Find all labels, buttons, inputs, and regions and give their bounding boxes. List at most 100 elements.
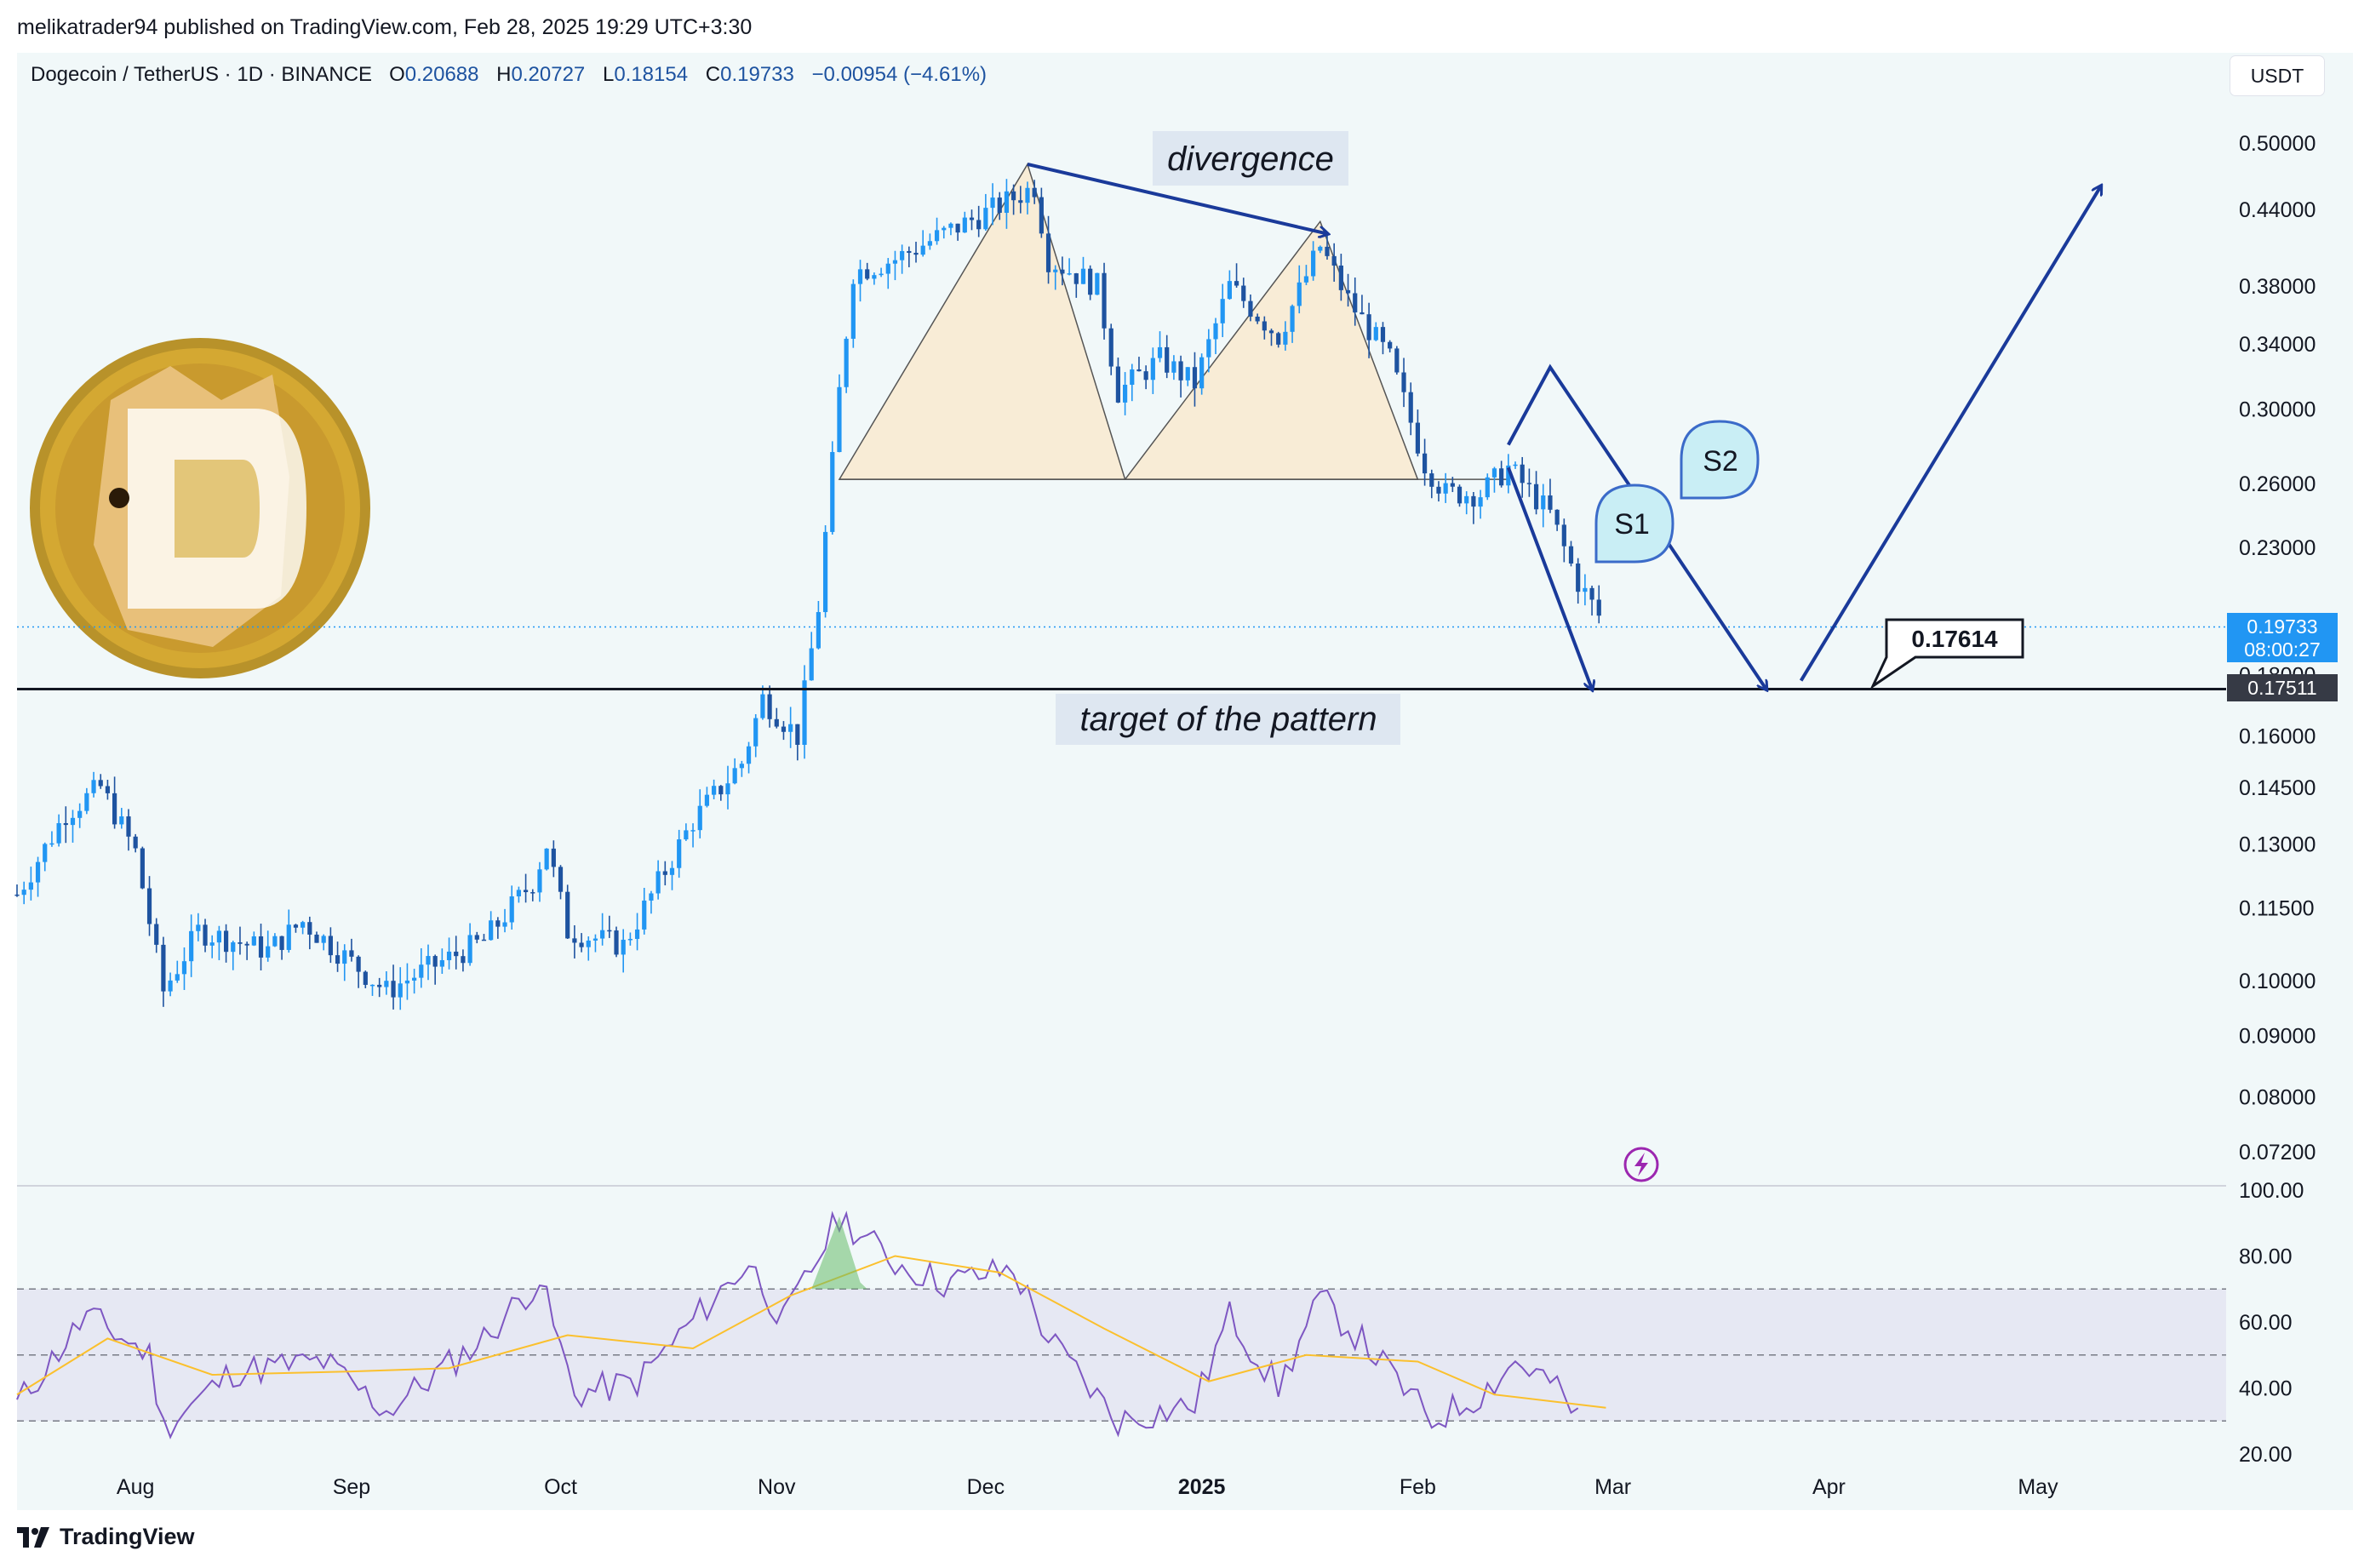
candle-body: [1178, 361, 1183, 381]
candle-body: [63, 823, 68, 826]
candle-body: [1053, 269, 1058, 272]
current-price-tag: 0.19733 08:00:27: [2227, 613, 2338, 662]
currency-button[interactable]: USDT: [2230, 56, 2324, 95]
s2-bubble[interactable]: S2: [1680, 420, 1760, 500]
candle-body: [266, 946, 271, 958]
candle-body: [168, 980, 173, 992]
candle-body: [655, 871, 661, 894]
s1-text: S1: [1614, 508, 1650, 541]
candle-body: [196, 924, 201, 931]
pattern-left-peak[interactable]: [838, 163, 1126, 480]
candle-body: [795, 724, 800, 745]
candle-body: [677, 839, 682, 868]
candle-body: [690, 830, 696, 832]
s1-arrow[interactable]: [1506, 466, 1592, 689]
candle-body: [669, 867, 675, 875]
price-callout[interactable]: 0.17614: [1869, 618, 2024, 690]
candle-body: [767, 694, 772, 719]
candle-body: [544, 848, 549, 870]
candle-body: [70, 817, 76, 826]
candle-body: [1268, 330, 1274, 334]
s2-arrow[interactable]: [1507, 363, 1766, 689]
lightning-alert-icon[interactable]: [1623, 1147, 1659, 1182]
x-tick-label: Nov: [758, 1475, 796, 1499]
candle-body: [712, 786, 717, 795]
candle-body: [1115, 366, 1121, 403]
candle-body: [892, 260, 898, 264]
candle-body: [753, 718, 759, 747]
candle-body: [1415, 422, 1421, 454]
candle-body: [467, 935, 472, 964]
candle-body: [920, 245, 925, 255]
candle-body: [558, 867, 564, 892]
candle-body: [426, 956, 431, 965]
candle-body: [621, 939, 626, 955]
candle-body: [1073, 273, 1079, 284]
candle-body: [1171, 361, 1176, 373]
divergence-label[interactable]: divergence: [1153, 131, 1348, 186]
candle-body: [1471, 495, 1476, 507]
candle-body: [231, 941, 236, 953]
y-tick-label: 0.26000: [2239, 472, 2316, 496]
candle-body: [1513, 464, 1518, 466]
candle-body: [91, 780, 96, 793]
x-tick-label: Mar: [1594, 1475, 1631, 1499]
candle-body: [1443, 483, 1448, 494]
candle-body: [1373, 327, 1378, 340]
candle-body: [969, 217, 975, 220]
candle-body: [1311, 250, 1316, 277]
candle-body: [454, 951, 459, 957]
candle-body: [28, 882, 33, 890]
x-tick-label: Feb: [1400, 1475, 1436, 1499]
candle-body: [112, 793, 117, 825]
y-tick-label: 0.10000: [2239, 970, 2316, 993]
candle-body: [363, 971, 368, 985]
candle-body: [1039, 197, 1044, 234]
candle-body: [739, 764, 744, 769]
candle-body: [1220, 299, 1225, 323]
candle-body: [1255, 316, 1260, 322]
candle-body: [461, 956, 466, 964]
candle-body: [481, 939, 487, 941]
s1-bubble[interactable]: S1: [1594, 484, 1674, 564]
target-price-tag: 0.17511: [2227, 674, 2338, 701]
rsi-overbought-fill: [811, 1216, 867, 1290]
candle-body: [14, 894, 20, 896]
candle-body: [600, 930, 605, 939]
target-label[interactable]: target of the pattern: [1056, 694, 1400, 745]
candle-body: [384, 981, 389, 987]
candle-body: [1576, 563, 1581, 592]
divergence-arrow[interactable]: [1027, 163, 1327, 234]
rsi-pane[interactable]: 100.00 80.00 60.00 40.00 20.00: [16, 1179, 2304, 1467]
candle-body: [314, 934, 319, 943]
y-tick-label: 0.50000: [2239, 132, 2316, 156]
candle-body: [272, 936, 278, 947]
candle-body: [1353, 293, 1358, 312]
candle-body: [649, 893, 654, 901]
candle-body: [1130, 369, 1135, 385]
candle-body: [990, 197, 995, 209]
candle-body: [175, 974, 180, 981]
x-tick-label: May: [2018, 1475, 2058, 1499]
candle-body: [579, 942, 584, 947]
candle-body: [1520, 464, 1525, 484]
tradingview-logo[interactable]: TradingView: [17, 1524, 195, 1550]
candle-body: [850, 283, 856, 339]
symbol-name[interactable]: Dogecoin / TetherUS · 1D · BINANCE: [31, 63, 373, 86]
candle-body: [1422, 453, 1428, 474]
candle-body: [43, 844, 48, 862]
chart-frame[interactable]: [17, 53, 2353, 1510]
candle-body: [1429, 473, 1434, 487]
candle-body: [551, 848, 556, 867]
low-key: L: [602, 63, 615, 86]
candle-body: [1276, 333, 1281, 345]
candle-body: [1060, 269, 1065, 274]
candle-body: [718, 786, 724, 795]
target-rebound-arrow[interactable]: [1799, 186, 2101, 682]
candle-body: [1318, 246, 1323, 251]
candle-body: [684, 830, 689, 840]
candle-body: [857, 269, 863, 284]
candle-body: [1157, 346, 1163, 358]
candle-body: [1338, 265, 1343, 290]
